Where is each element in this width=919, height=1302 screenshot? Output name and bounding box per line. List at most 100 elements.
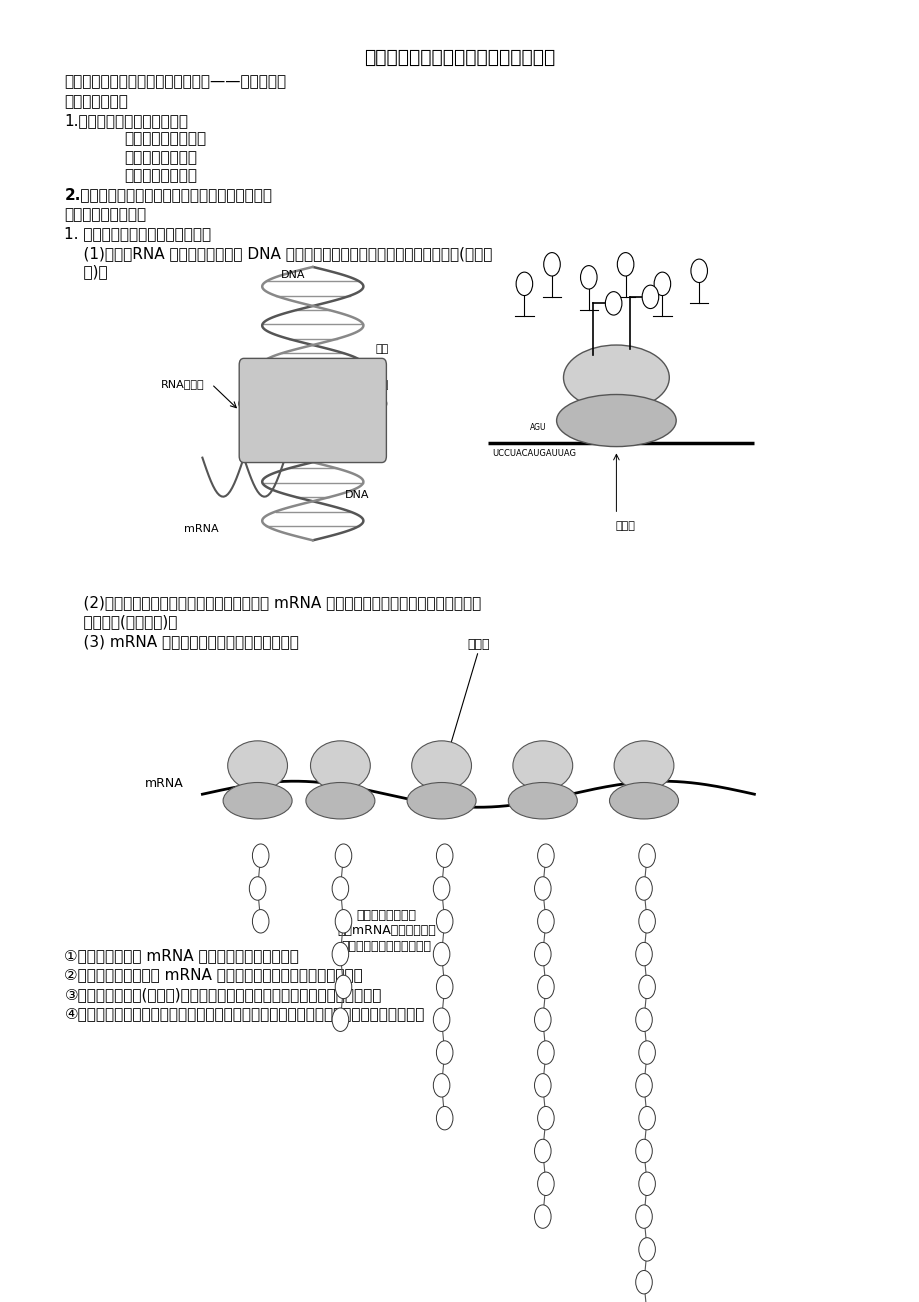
Circle shape xyxy=(252,844,268,867)
Text: 密码子、反密码子: 密码子、反密码子 xyxy=(124,168,197,184)
Text: 质的过程(如右上图)。: 质的过程(如右上图)。 xyxy=(64,615,177,630)
Circle shape xyxy=(635,1074,652,1098)
Text: 2.在高考试题中，以选择题或填空题的形式出现。: 2.在高考试题中，以选择题或填空题的形式出现。 xyxy=(64,187,272,203)
Text: 核糖体，同时合成多条肽链: 核糖体，同时合成多条肽链 xyxy=(341,940,431,953)
Circle shape xyxy=(635,943,652,966)
Circle shape xyxy=(638,1107,654,1130)
Text: 图)。: 图)。 xyxy=(64,264,108,280)
Circle shape xyxy=(537,1040,553,1064)
Circle shape xyxy=(543,253,560,276)
Ellipse shape xyxy=(508,783,577,819)
Circle shape xyxy=(690,259,707,283)
Circle shape xyxy=(635,876,652,900)
Ellipse shape xyxy=(306,783,375,819)
Circle shape xyxy=(534,1074,550,1098)
Text: mRNA: mRNA xyxy=(145,777,184,790)
Circle shape xyxy=(433,876,449,900)
Text: 一、考点概述：: 一、考点概述： xyxy=(64,94,128,109)
Ellipse shape xyxy=(227,741,288,790)
Text: 合成: 合成 xyxy=(375,344,388,354)
Circle shape xyxy=(436,844,452,867)
Ellipse shape xyxy=(513,741,572,790)
Circle shape xyxy=(436,910,452,934)
Text: 核糖体: 核糖体 xyxy=(615,521,635,531)
Circle shape xyxy=(638,1040,654,1064)
Circle shape xyxy=(332,1008,348,1031)
Circle shape xyxy=(433,1074,449,1098)
Circle shape xyxy=(638,844,654,867)
Circle shape xyxy=(534,1139,550,1163)
Circle shape xyxy=(537,1172,553,1195)
Circle shape xyxy=(534,1008,550,1031)
Circle shape xyxy=(534,943,550,966)
Circle shape xyxy=(537,1107,553,1130)
FancyBboxPatch shape xyxy=(239,358,386,462)
Text: 1. 转录、翻译过程中有关图形解读: 1. 转录、翻译过程中有关图形解读 xyxy=(64,227,211,242)
Circle shape xyxy=(635,1271,652,1294)
Circle shape xyxy=(638,1238,654,1262)
Ellipse shape xyxy=(563,345,669,410)
Circle shape xyxy=(516,272,532,296)
Text: ②目的、意义：少量的 mRNA 分子可以迅速合成出大量的蛋白质。: ②目的、意义：少量的 mRNA 分子可以迅速合成出大量的蛋白质。 xyxy=(64,967,363,983)
Text: AGU: AGU xyxy=(529,423,546,432)
Text: ③方向：从左向右(见上图)，判断依据是根据多肽链的长短，长的翻译在前。: ③方向：从左向右(见上图)，判断依据是根据多肽链的长短，长的翻译在前。 xyxy=(64,987,381,1003)
Circle shape xyxy=(537,910,553,934)
Text: RNA聚合酶: RNA聚合酶 xyxy=(161,379,204,389)
Text: (2)翻译：游离在细胞质中的各种氨基酸，以 mRNA 为模板合成具有一定氨基酸顺序的蛋白: (2)翻译：游离在细胞质中的各种氨基酸，以 mRNA 为模板合成具有一定氨基酸顺… xyxy=(64,595,482,611)
Ellipse shape xyxy=(311,741,369,790)
Circle shape xyxy=(638,1172,654,1195)
Text: 1.此考点主要包括以下内容：: 1.此考点主要包括以下内容： xyxy=(64,113,188,129)
Circle shape xyxy=(335,844,351,867)
Text: (3) mRNA 与核糖体数量、翻译速度的关系图: (3) mRNA 与核糖体数量、翻译速度的关系图 xyxy=(64,634,299,650)
Text: 基因指导蛋白质的合成及对性状的控制: 基因指导蛋白质的合成及对性状的控制 xyxy=(364,48,555,68)
Circle shape xyxy=(653,272,670,296)
Text: 翻译过程相关内容: 翻译过程相关内容 xyxy=(124,150,197,165)
Text: UCCUACAUGAUUAG: UCCUACAUGAUUAG xyxy=(492,449,575,458)
Text: 一个mRNA分子结合多个: 一个mRNA分子结合多个 xyxy=(336,924,436,937)
Ellipse shape xyxy=(412,741,471,790)
Text: 方向: 方向 xyxy=(375,380,388,391)
Circle shape xyxy=(436,975,452,999)
Circle shape xyxy=(580,266,596,289)
Circle shape xyxy=(635,1204,652,1228)
Circle shape xyxy=(332,943,348,966)
Circle shape xyxy=(617,253,633,276)
Circle shape xyxy=(332,876,348,900)
Text: mRNA: mRNA xyxy=(184,523,219,534)
Text: 转录的过程相关内容: 转录的过程相关内容 xyxy=(124,132,206,147)
Circle shape xyxy=(635,1008,652,1031)
Circle shape xyxy=(433,1008,449,1031)
Circle shape xyxy=(534,876,550,900)
Circle shape xyxy=(436,1107,452,1130)
Ellipse shape xyxy=(608,783,678,819)
Text: DNA: DNA xyxy=(345,490,369,500)
Ellipse shape xyxy=(223,783,292,819)
Circle shape xyxy=(537,975,553,999)
Text: 二、具体考点分析：: 二、具体考点分析： xyxy=(64,207,146,223)
Circle shape xyxy=(252,910,268,934)
Ellipse shape xyxy=(556,395,675,447)
Text: ①数量关系：一个 mRNA 可同时结合多个核糖体。: ①数量关系：一个 mRNA 可同时结合多个核糖体。 xyxy=(64,948,299,963)
Circle shape xyxy=(436,1040,452,1064)
Circle shape xyxy=(335,975,351,999)
Text: DNA: DNA xyxy=(280,270,305,280)
Text: 核糖体: 核糖体 xyxy=(467,638,489,651)
Ellipse shape xyxy=(614,741,673,790)
Circle shape xyxy=(433,943,449,966)
Ellipse shape xyxy=(406,783,476,819)
Text: (1)转录：RNA 是在细胞核中，以 DNA 的一条链为模板合成的，这一过程称为转录(如左下: (1)转录：RNA 是在细胞核中，以 DNA 的一条链为模板合成的，这一过程称为… xyxy=(64,246,493,262)
Circle shape xyxy=(537,844,553,867)
Text: ④结果：合成的仅是多肽链，要形成蛋白质还需要运送至内质网、高尔基体等结构中进一: ④结果：合成的仅是多肽链，要形成蛋白质还需要运送至内质网、高尔基体等结构中进一 xyxy=(64,1006,425,1022)
Circle shape xyxy=(638,910,654,934)
Text: AC: AC xyxy=(606,423,617,432)
Circle shape xyxy=(635,1139,652,1163)
Text: 正在合成的多肽链: 正在合成的多肽链 xyxy=(356,909,416,922)
Circle shape xyxy=(605,292,621,315)
Circle shape xyxy=(335,910,351,934)
Text: GUA: GUA xyxy=(566,423,583,432)
Circle shape xyxy=(249,876,266,900)
Circle shape xyxy=(638,975,654,999)
Circle shape xyxy=(534,1204,550,1228)
Circle shape xyxy=(641,285,658,309)
Text: 考点一、基因指导蛋白质合成的过程——转录和翻译: 考点一、基因指导蛋白质合成的过程——转录和翻译 xyxy=(64,74,286,90)
